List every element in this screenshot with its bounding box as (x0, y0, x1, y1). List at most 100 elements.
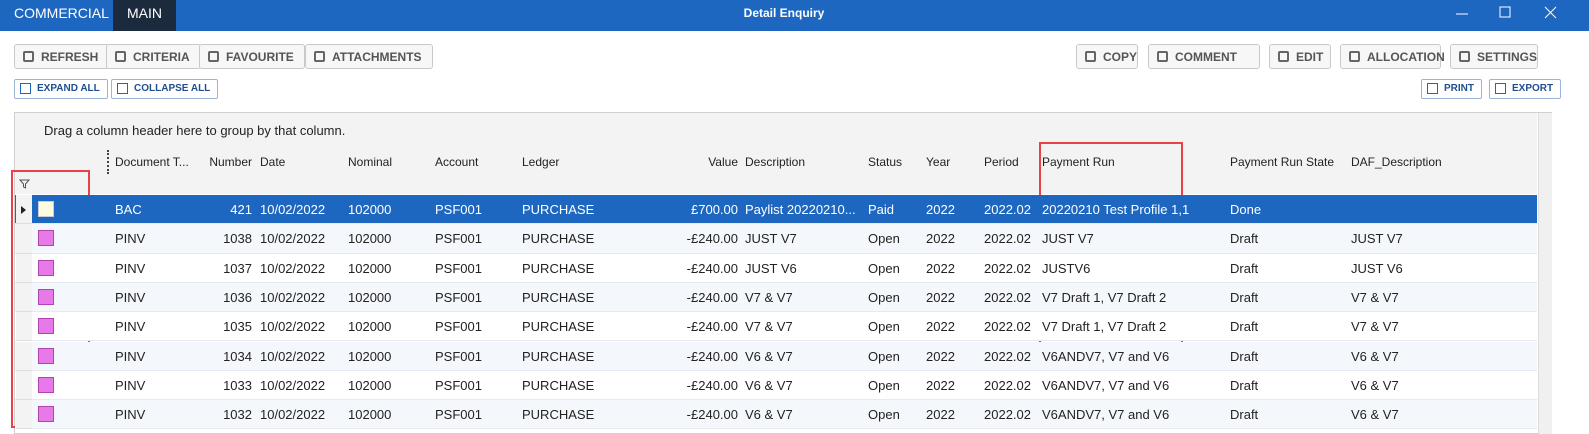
tab[interactable]: MAIN (113, 0, 176, 31)
grid-cell: 1032 (223, 407, 252, 423)
filter-icon[interactable] (19, 179, 31, 189)
column-header[interactable]: Nominal (348, 155, 393, 169)
grid-cell: V6ANDV7, V7 and V6 (1042, 348, 1170, 364)
grid-cell: JUSTV6 (1042, 260, 1091, 276)
grid-cell: 102000 (348, 377, 392, 393)
grid-cell: V7 & V7 (1351, 289, 1399, 305)
column-header[interactable]: Year (926, 155, 951, 169)
column-header[interactable]: Status (868, 155, 903, 169)
toolbar-button[interactable]: ALLOCATION (1340, 44, 1445, 69)
grid-cell: 2022 (926, 377, 955, 393)
grid-cell: PSF001 (435, 377, 482, 393)
column-header[interactable]: Value (708, 155, 738, 169)
window-controls[interactable] (1440, 0, 1589, 31)
grid-cell: 10/02/2022 (260, 202, 326, 217)
toolbar-button[interactable]: EXPAND ALL (14, 79, 108, 99)
toolbar-button[interactable]: PRINT (1421, 79, 1482, 99)
grid-cell: Paid (868, 202, 895, 217)
grid-cell: 2022 (926, 289, 955, 305)
column-header[interactable]: DAF_Description (1351, 155, 1442, 169)
toolbar-button[interactable]: CRITERIA (106, 44, 201, 69)
grid-cell: PSF001 (435, 289, 482, 305)
grid-cell: 2022 (926, 260, 955, 276)
scrollbar[interactable] (1538, 113, 1552, 434)
grid-cell: Draft (1230, 289, 1259, 305)
grid-cell: 10/02/2022 (260, 260, 326, 276)
grid-cell: 10/02/2022 (260, 289, 326, 305)
grid-cell: V7 & V7 (1351, 319, 1399, 335)
grid-cell: PURCHASE (522, 202, 595, 217)
grid-cell: 421 (230, 202, 252, 217)
grid-cell: PURCHASE (522, 231, 595, 247)
toolbar-button[interactable]: COPY (1076, 44, 1138, 69)
column-header[interactable]: Description (745, 155, 806, 169)
grid-cell: JUST V6 (1351, 260, 1403, 276)
grid-row[interactable] (15, 224, 1537, 254)
grid-cell: Done (1230, 202, 1262, 217)
grid-cell: PSF001 (435, 202, 482, 217)
grid-cell: -£240.00 (686, 407, 738, 423)
grid-cell: V6 & V7 (745, 377, 793, 393)
grid-cell: Draft (1230, 348, 1259, 364)
column-header[interactable]: Ledger (522, 155, 560, 169)
color-swatch (38, 347, 54, 364)
grid-cell: 1033 (223, 377, 252, 393)
grid-row[interactable] (15, 195, 1537, 225)
grid-cell: PURCHASE (522, 319, 595, 335)
grid-cell: PURCHASE (522, 348, 595, 364)
grid-cell: 102000 (348, 231, 392, 247)
grid-cell: V6 & V7 (745, 407, 793, 423)
grid-cell: V6 & V7 (1351, 407, 1399, 423)
grid-cell: Open (868, 260, 900, 276)
color-swatch (38, 259, 54, 276)
grid-cell: 10/02/2022 (260, 231, 326, 247)
window-title: Detail Enquiry (743, 6, 825, 20)
toolbar-button[interactable]: SETTINGS (1450, 44, 1538, 69)
column-header[interactable]: Account (435, 155, 479, 169)
grid-cell: PINV (115, 319, 146, 335)
grid-cell: PURCHASE (522, 289, 595, 305)
grid-cell: Draft (1230, 407, 1259, 423)
grid-cell: Draft (1230, 260, 1259, 276)
toolbar-button[interactable]: FAVOURITE (199, 44, 305, 69)
grid-row[interactable] (15, 400, 1537, 430)
grid-cell: 2022.02 (984, 202, 1031, 217)
grid-cell: V7 Draft 1, V7 Draft 2 (1042, 319, 1167, 335)
grid-cell: V6 & V7 (1351, 377, 1399, 393)
column-header[interactable]: Number (209, 155, 252, 169)
toolbar-button[interactable]: ATTACHMENTS (305, 44, 433, 69)
grid-row[interactable] (15, 253, 1537, 283)
grid-cell: 102000 (348, 319, 392, 335)
color-swatch (38, 288, 54, 305)
toolbar-button[interactable]: EDIT (1269, 44, 1331, 69)
grid-cell: BAC (115, 202, 142, 217)
grid-cell: PINV (115, 289, 146, 305)
grid-row[interactable] (15, 312, 1537, 342)
grid-cell: 2022.02 (984, 407, 1031, 423)
column-header[interactable]: Period (984, 155, 1019, 169)
grid-row[interactable] (15, 370, 1537, 401)
grid-cell: PINV (115, 377, 146, 393)
column-header[interactable]: Document T... (115, 155, 189, 169)
grid-cell: 2022 (926, 231, 955, 247)
column-header[interactable]: Payment Run State (1230, 155, 1335, 169)
toolbar-button[interactable]: COMMENT (1148, 44, 1260, 69)
column-header[interactable]: Payment Run (1042, 155, 1115, 169)
tab[interactable]: COMMERCIAL (0, 0, 123, 31)
toolbar-button[interactable]: COLLAPSE ALL (111, 79, 219, 99)
grid-row[interactable] (15, 282, 1537, 313)
grid-cell: Open (868, 319, 900, 335)
column-header[interactable]: Date (260, 155, 286, 169)
toolbar-button[interactable]: EXPORT (1489, 79, 1562, 99)
grid-cell: 1034 (223, 348, 252, 364)
grid-cell: Open (868, 348, 900, 364)
grid-cell: V6 & V7 (745, 348, 793, 364)
toolbar-button[interactable]: REFRESH (14, 44, 110, 69)
grid-cell: Draft (1230, 377, 1259, 393)
grid-cell: -£240.00 (686, 377, 738, 393)
grid-cell: PSF001 (435, 231, 482, 247)
grid-row[interactable] (15, 341, 1537, 371)
color-swatch (38, 406, 54, 423)
grid-cell: V7 & V7 (745, 289, 793, 305)
